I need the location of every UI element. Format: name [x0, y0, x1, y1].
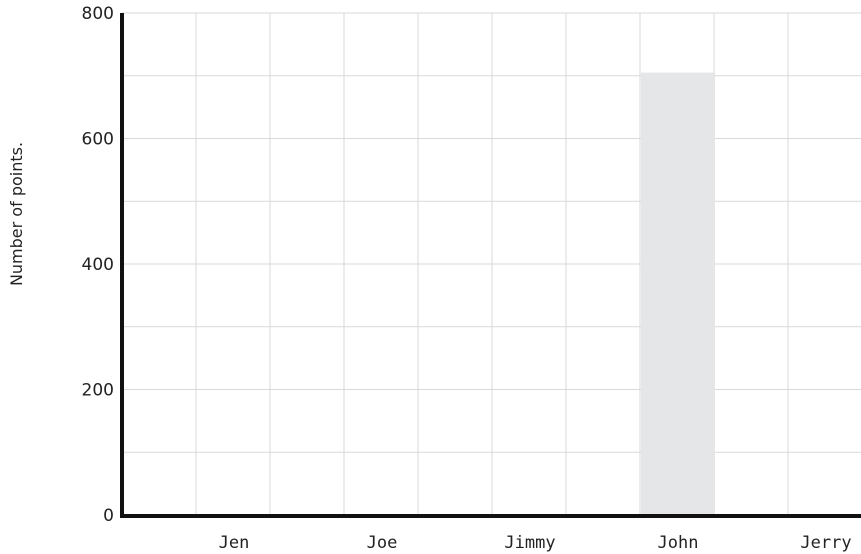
x-tick-labels: Jen Joe Jimmy John Jerry: [219, 533, 852, 553]
x-tick-label-jerry: Jerry: [800, 533, 851, 553]
bars: [641, 72, 715, 516]
y-axis-label: Number of points.: [7, 142, 26, 286]
axes: [120, 13, 861, 518]
y-tick-label: 600: [82, 130, 114, 150]
bar-john: [641, 72, 715, 516]
y-tick-label: 200: [82, 381, 114, 401]
x-tick-label-joe: Joe: [367, 533, 398, 553]
y-tick-labels: 0 200 400 600 800: [82, 4, 114, 526]
x-tick-label-jen: Jen: [219, 533, 250, 553]
y-tick-label: 800: [82, 4, 114, 24]
y-tick-label: 0: [103, 506, 114, 526]
grid: [122, 12, 861, 515]
x-tick-label-john: John: [658, 533, 699, 553]
y-tick-label: 400: [82, 255, 114, 275]
x-tick-label-jimmy: Jimmy: [504, 533, 555, 553]
